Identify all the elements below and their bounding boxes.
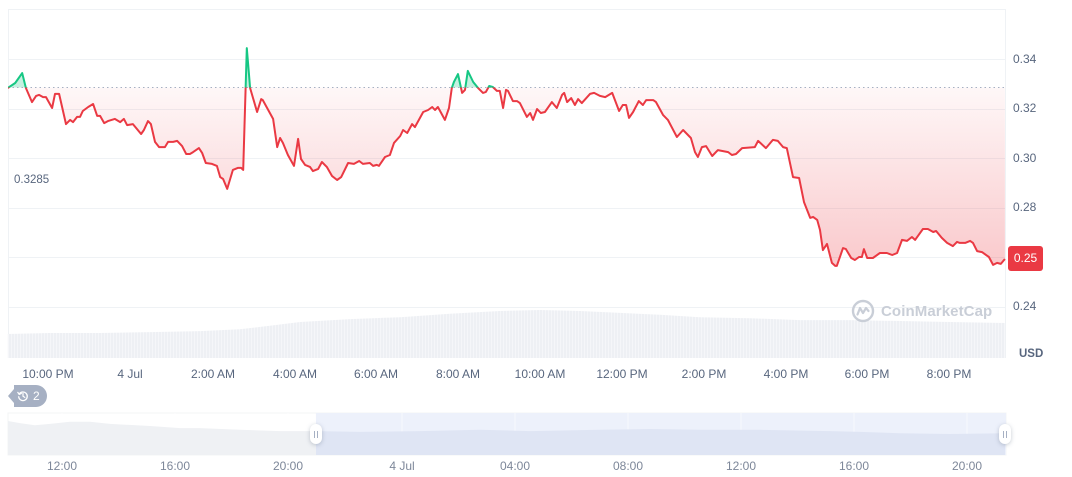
y-tick-label: 0.28 [1013,200,1037,214]
current-price-tag: 0.25 [1008,246,1043,271]
y-tick-label: 0.34 [1013,52,1037,66]
price-line-down [8,87,1006,267]
navigator-tick-label: 12:00 [46,459,78,473]
currency-label: USD [1019,348,1044,360]
navigator-right-handle[interactable] [999,424,1011,444]
coinmarketcap-watermark: CoinMarketCap [851,298,992,324]
x-tick-label: 2:00 AM [190,367,236,381]
x-tick-label: 12:00 PM [596,367,648,381]
navigator-tick-label: 16:00 [838,459,870,473]
history-badge[interactable]: 2 [8,385,47,407]
navigator-area-unselected [8,421,316,455]
x-tick-label: 6:00 PM [844,367,890,381]
coinmarketcap-logo-icon [851,299,875,323]
y-tick-label: 0.30 [1013,151,1037,165]
x-tick-label: 6:00 AM [353,367,399,381]
history-icon [17,391,28,402]
badge-pointer [8,389,14,403]
history-count: 2 [33,389,40,403]
navigator-tick-label: 16:00 [159,459,191,473]
navigator-tick-label: 20:00 [951,459,983,473]
x-tick-label: 2:00 PM [681,367,727,381]
navigator-tick-label: 12:00 [725,459,757,473]
price-fill-below-baseline [7,87,1005,266]
navigator-left-handle[interactable] [310,424,322,444]
baseline-price-label: 0.3285 [14,174,50,186]
x-tick-label: 4:00 AM [272,367,318,381]
range-navigator[interactable] [7,412,1007,456]
x-tick-label: 4:00 PM [763,367,809,381]
x-tick-label: 10:00 PM [22,367,74,381]
watermark-text: CoinMarketCap [881,302,993,320]
x-tick-label: 8:00 AM [435,367,481,381]
navigator-tick-label: 20:00 [272,459,304,473]
navigator-area-selected [316,429,1005,455]
volume-bars [7,310,1005,358]
x-tick-label: 10:00 AM [514,367,566,381]
x-tick-label: 8:00 PM [926,367,972,381]
y-tick-label: 0.32 [1013,101,1037,115]
y-tick-label: 0.24 [1013,299,1037,313]
navigator-tick-label: 4 Jul [389,459,415,473]
plot-frame [8,9,1006,358]
navigator-tick-label: 08:00 [612,459,644,473]
navigator-tick-label: 04:00 [499,459,531,473]
x-tick-label: 4 Jul [117,367,143,381]
